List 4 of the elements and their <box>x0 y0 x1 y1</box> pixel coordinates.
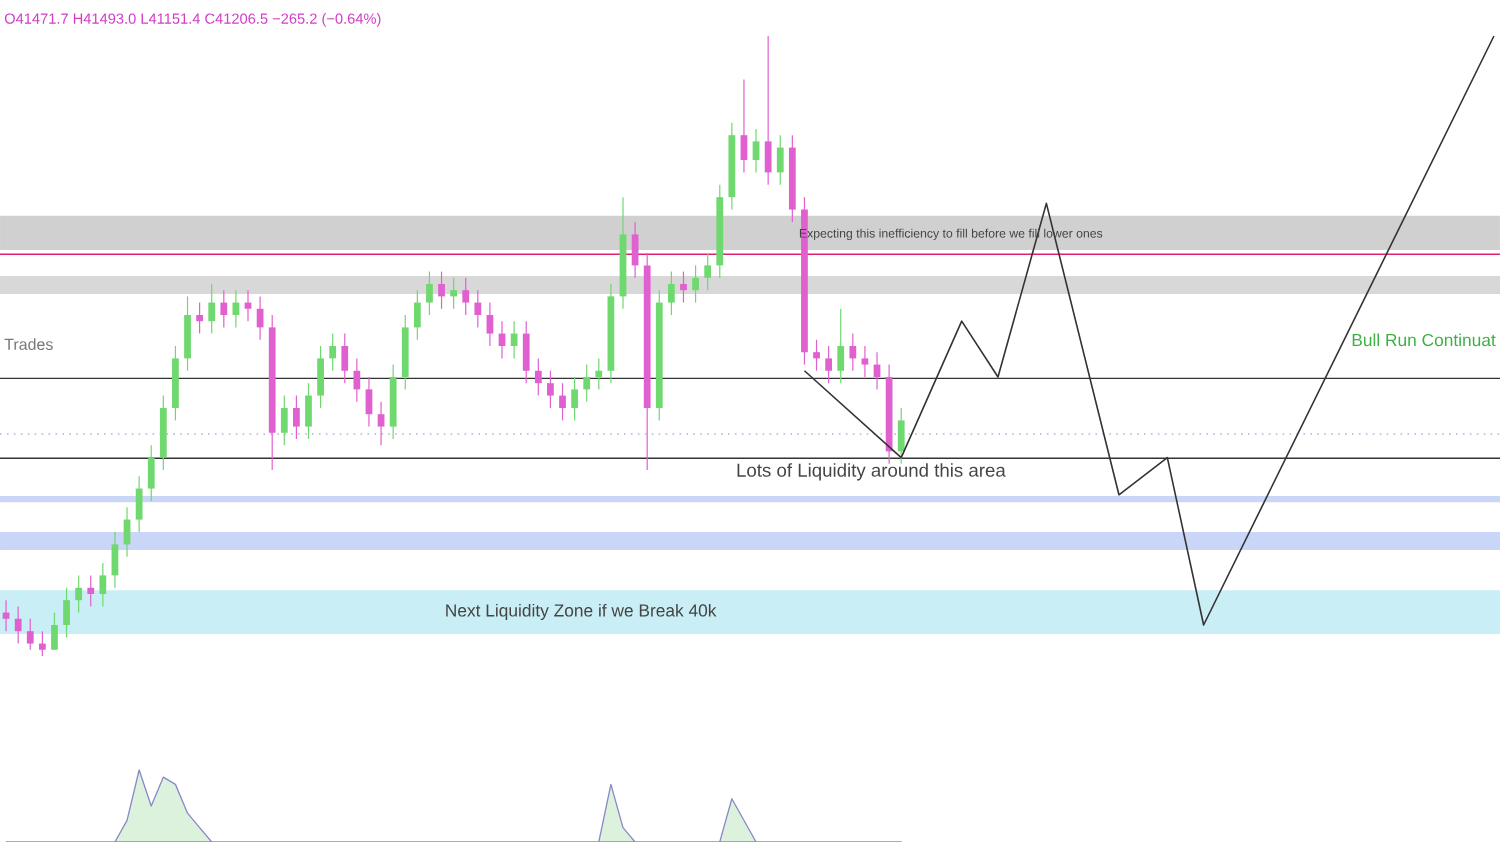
annotation: Bull Run Continuat <box>1352 333 1496 347</box>
annotation: Next Liquidity Zone if we Break 40k <box>446 603 717 621</box>
annotation: Trades <box>4 338 53 351</box>
annotation: Lots of Liquidity around this area <box>737 463 1006 481</box>
